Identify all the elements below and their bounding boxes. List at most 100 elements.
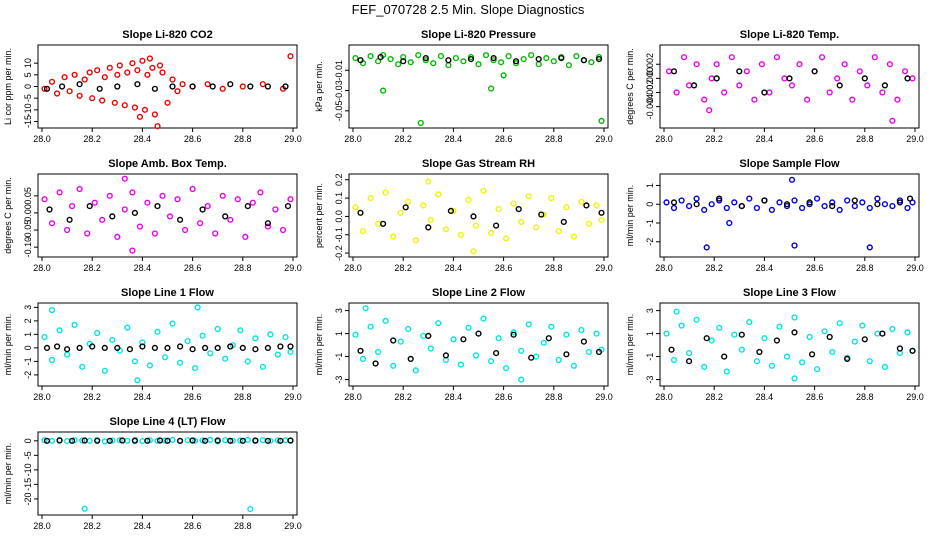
data-point — [66, 216, 73, 223]
data-point — [227, 81, 234, 88]
data-point — [124, 324, 131, 331]
data-point — [716, 195, 723, 202]
y-axis-label: ml/min per min. — [314, 314, 324, 376]
y-tick-label: -15 — [23, 478, 33, 491]
data-point — [901, 68, 909, 75]
data-point — [214, 325, 221, 333]
y-tick-label: -3 — [334, 376, 344, 384]
data-point — [864, 82, 871, 89]
data-point — [721, 353, 728, 360]
y-tick-label: -1 — [334, 353, 344, 361]
data-point — [367, 195, 374, 202]
series-all — [665, 54, 916, 124]
data-point — [756, 348, 763, 356]
data-point — [121, 102, 128, 109]
data-point — [829, 199, 836, 206]
data-point — [387, 55, 394, 63]
y-tick-label: -0.2 — [334, 245, 344, 261]
data-point — [116, 62, 123, 69]
data-point — [685, 82, 693, 89]
x-tick-label: 28.0 — [33, 392, 51, 402]
data-point — [701, 206, 708, 214]
x-tick-label: 28.4 — [134, 521, 152, 531]
data-point — [207, 350, 214, 357]
series-qc — [668, 329, 916, 365]
data-point — [480, 315, 487, 322]
data-point — [535, 55, 542, 63]
data-point — [68, 203, 76, 210]
panel-title: Slope Sample Flow — [739, 158, 840, 170]
data-point — [81, 505, 88, 512]
series-qc — [357, 202, 605, 231]
data-point — [63, 226, 71, 234]
data-point — [708, 75, 715, 82]
x-tick-label: 28.6 — [184, 134, 202, 144]
data-point — [202, 437, 209, 444]
data-point — [563, 204, 570, 211]
data-point — [738, 203, 745, 210]
y-axis-label: ml/min per min. — [625, 185, 635, 247]
y-tick-label: -1 — [645, 353, 655, 361]
data-point — [693, 61, 700, 68]
data-point — [41, 334, 48, 341]
x-tick-label: 28.2 — [83, 392, 101, 402]
series-all — [41, 53, 294, 130]
x-tick-label: 28.0 — [344, 134, 362, 144]
data-point — [395, 61, 402, 68]
x-tick-label: 28.4 — [134, 134, 152, 144]
data-point — [86, 437, 93, 444]
x-tick-label: 28.6 — [806, 134, 824, 144]
data-point — [63, 351, 71, 358]
data-point — [708, 337, 715, 344]
data-point — [287, 437, 294, 444]
x-tick-label: 28.0 — [33, 521, 51, 531]
data-point — [407, 59, 414, 66]
data-point — [63, 438, 71, 445]
data-point — [783, 201, 791, 208]
data-point — [287, 196, 294, 203]
data-point — [783, 353, 791, 360]
y-tick-label: 0.0 — [334, 210, 344, 223]
x-tick-label: 28.4 — [134, 392, 152, 402]
data-point — [63, 346, 71, 353]
data-point — [121, 206, 128, 213]
data-point — [425, 224, 432, 231]
data-point — [821, 328, 828, 335]
data-point — [239, 83, 246, 90]
x-tick-label: 28.2 — [83, 263, 101, 273]
y-tick-label: -0.10 — [23, 237, 33, 258]
data-point — [169, 83, 176, 90]
data-point — [708, 201, 715, 208]
data-point — [495, 335, 502, 342]
data-point — [465, 324, 472, 331]
data-point — [673, 89, 680, 96]
data-point — [851, 338, 858, 345]
data-point — [121, 175, 128, 182]
data-point — [442, 226, 450, 233]
x-tick-label: 28.4 — [756, 134, 774, 144]
data-point — [525, 193, 532, 200]
data-point — [768, 362, 776, 369]
data-point — [685, 358, 693, 365]
data-point — [563, 331, 570, 338]
x-tick-label: 29.0 — [595, 392, 613, 402]
data-point — [693, 316, 700, 323]
data-point — [420, 332, 427, 340]
data-point — [670, 68, 678, 75]
y-axis-label: degrees C per min. — [625, 48, 635, 125]
data-point — [844, 197, 851, 204]
data-point — [535, 61, 542, 68]
y-tick-label: -5 — [23, 94, 33, 102]
data-point — [515, 206, 522, 213]
data-point — [678, 322, 685, 329]
data-point — [229, 437, 236, 444]
data-point — [239, 437, 246, 444]
data-point — [84, 230, 91, 237]
data-point — [457, 361, 465, 368]
data-point — [397, 209, 404, 216]
data-point — [450, 336, 457, 343]
x-tick-label: 29.0 — [284, 392, 302, 402]
x-tick-label: 28.6 — [495, 134, 513, 144]
x-tick-label: 29.0 — [595, 263, 613, 273]
data-point — [791, 329, 798, 336]
